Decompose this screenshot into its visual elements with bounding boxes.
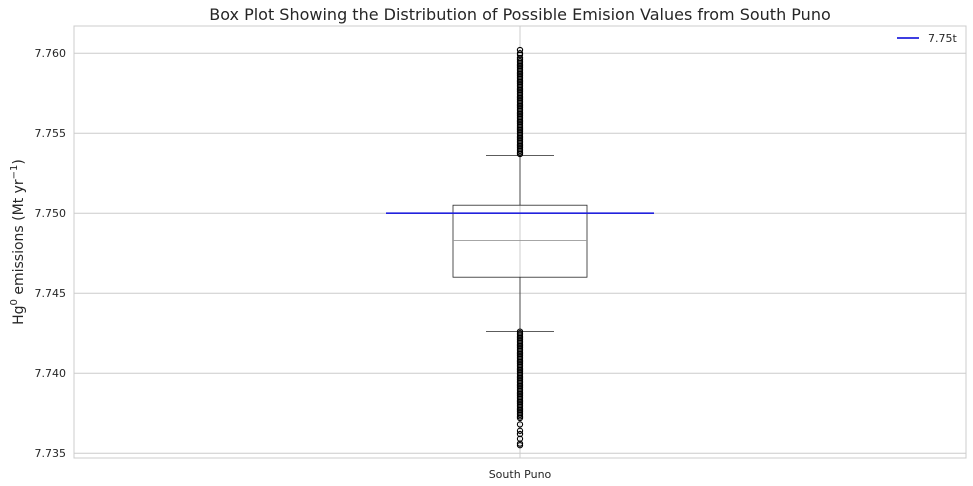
plot-frame	[73, 25, 967, 459]
chart-title: Box Plot Showing the Distribution of Pos…	[209, 5, 831, 24]
y-tick-label: 7.750	[35, 207, 67, 220]
outlier-point-low	[516, 442, 524, 449]
y-axis-label-sup2: −1	[9, 165, 20, 180]
y-tick-label: 7.740	[35, 367, 67, 380]
y-tick-label: 7.735	[35, 447, 67, 460]
legend: 7.75t	[884, 30, 962, 48]
y-tick-label: 7.760	[35, 47, 67, 60]
y-axis-label-end: )	[11, 159, 27, 164]
legend-label: 7.75t	[928, 32, 957, 45]
y-tick-label: 7.745	[35, 287, 67, 300]
iqr-box	[452, 204, 588, 278]
y-axis-ticks: 7.735 7.740 7.745 7.750 7.755 7.760	[35, 47, 67, 460]
y-tick-label: 7.755	[35, 127, 67, 140]
outlier-point-low	[516, 427, 524, 434]
outlier-point-high	[516, 50, 524, 57]
outlier-point-high	[516, 46, 524, 54]
outlier-point-low	[516, 414, 524, 422]
y-axis-label-mid: emissions (Mt yr	[11, 179, 27, 299]
outlier-point-high	[516, 150, 524, 158]
x-tick-label: South Puno	[489, 468, 552, 481]
legend-box	[884, 30, 962, 48]
y-axis-label-sup1: 0	[9, 299, 20, 305]
box-plot-series	[386, 46, 654, 449]
y-axis-label-base: Hg	[11, 305, 27, 324]
outlier-point-low	[516, 421, 524, 428]
y-axis-label: Hg0 emissions (Mt yr−1)	[9, 159, 27, 325]
